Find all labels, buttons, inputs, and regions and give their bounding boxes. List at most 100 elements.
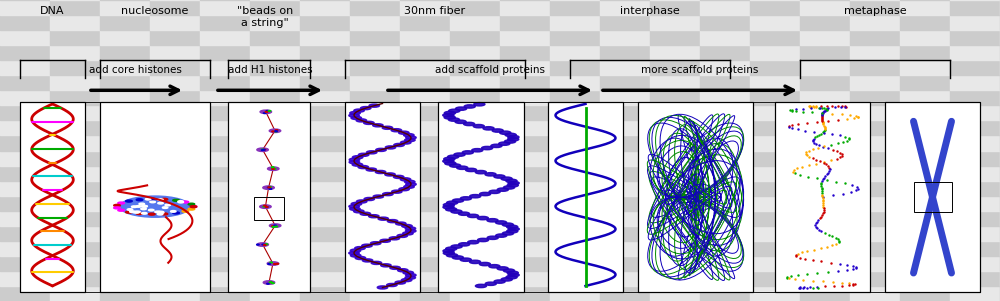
Bar	[914, 182, 952, 212]
Bar	[500, 0, 550, 15]
Circle shape	[497, 188, 508, 191]
Bar	[600, 0, 650, 15]
Bar	[350, 181, 400, 196]
Bar	[950, 181, 1000, 196]
Bar	[800, 256, 850, 271]
Bar	[100, 120, 150, 135]
Bar	[900, 150, 950, 166]
Bar	[450, 105, 500, 120]
Bar	[650, 120, 700, 135]
Bar	[600, 196, 650, 211]
Circle shape	[499, 142, 510, 145]
Bar	[750, 196, 800, 211]
Circle shape	[399, 188, 409, 191]
Bar	[600, 271, 650, 286]
Circle shape	[404, 134, 414, 137]
Bar	[700, 45, 750, 60]
Bar	[400, 150, 450, 166]
Circle shape	[469, 260, 481, 264]
Circle shape	[402, 225, 412, 228]
Text: 30nm fiber: 30nm fiber	[404, 6, 466, 16]
Bar	[700, 226, 750, 241]
Bar	[50, 286, 100, 301]
Bar	[400, 211, 450, 226]
Circle shape	[257, 243, 268, 246]
Bar	[550, 90, 600, 105]
Bar	[700, 105, 750, 120]
Circle shape	[356, 119, 367, 122]
Bar	[800, 0, 850, 15]
Bar	[250, 75, 300, 90]
Bar	[400, 256, 450, 271]
Bar	[100, 30, 150, 45]
Circle shape	[158, 202, 163, 204]
Bar	[650, 181, 700, 196]
Circle shape	[395, 281, 405, 284]
Circle shape	[444, 116, 455, 119]
Circle shape	[494, 175, 505, 178]
Bar	[200, 196, 250, 211]
Bar	[0, 45, 50, 60]
Bar	[700, 60, 750, 75]
Bar	[450, 256, 500, 271]
Circle shape	[448, 155, 459, 159]
Bar	[700, 271, 750, 286]
Circle shape	[401, 278, 412, 282]
Bar	[300, 0, 350, 15]
Circle shape	[464, 122, 475, 126]
Bar	[500, 135, 550, 150]
Bar	[900, 271, 950, 286]
Circle shape	[263, 281, 275, 284]
Bar	[600, 105, 650, 120]
Bar	[550, 30, 600, 45]
Circle shape	[464, 105, 475, 108]
Bar	[650, 135, 700, 150]
Bar	[100, 102, 210, 292]
Bar	[300, 271, 350, 286]
Bar	[550, 60, 600, 75]
Bar	[750, 15, 800, 30]
Bar	[600, 211, 650, 226]
Bar	[900, 45, 950, 60]
Bar	[228, 102, 310, 292]
Bar	[50, 181, 100, 196]
Bar	[50, 241, 100, 256]
Bar	[950, 211, 1000, 226]
Bar	[850, 241, 900, 256]
Bar	[450, 60, 500, 75]
Bar	[400, 120, 450, 135]
Bar	[400, 135, 450, 150]
Circle shape	[474, 103, 485, 106]
Circle shape	[405, 276, 416, 279]
Bar	[950, 241, 1000, 256]
Bar	[350, 135, 400, 150]
Bar	[750, 150, 800, 166]
Bar	[150, 105, 200, 120]
Bar	[350, 30, 400, 45]
Circle shape	[507, 230, 518, 233]
Text: add H1 histones: add H1 histones	[228, 65, 312, 75]
Circle shape	[497, 267, 508, 270]
Bar	[100, 0, 150, 15]
Bar	[350, 75, 400, 90]
Circle shape	[356, 200, 367, 203]
Bar	[900, 166, 950, 181]
Bar	[50, 90, 100, 105]
Bar	[100, 181, 150, 196]
Bar	[750, 135, 800, 150]
Bar	[850, 196, 900, 211]
Bar	[750, 211, 800, 226]
Circle shape	[454, 153, 465, 156]
Bar	[450, 45, 500, 60]
Circle shape	[264, 205, 266, 206]
Bar	[350, 105, 400, 120]
Circle shape	[171, 211, 176, 212]
Bar	[100, 256, 150, 271]
Bar	[100, 45, 150, 60]
Circle shape	[354, 210, 364, 213]
Circle shape	[133, 212, 139, 213]
Circle shape	[406, 183, 416, 186]
Circle shape	[399, 131, 409, 134]
Bar	[900, 135, 950, 150]
Circle shape	[396, 222, 406, 225]
